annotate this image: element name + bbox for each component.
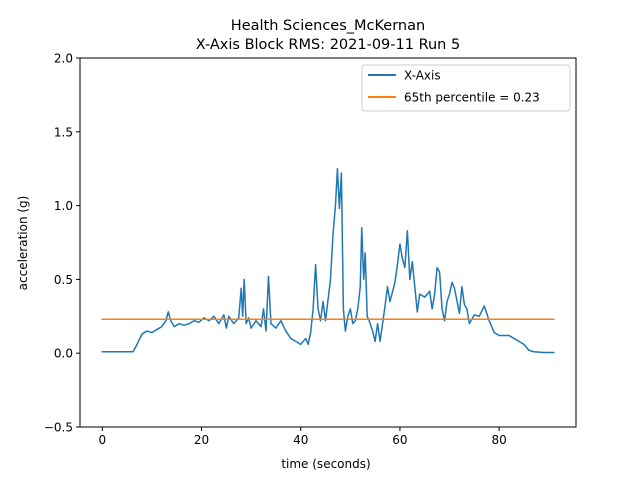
plot-frame [79,57,577,428]
y-tick-label: 2.0 [54,52,73,66]
legend-label-percentile: 65th percentile = 0.23 [404,91,540,105]
series-layer [101,167,555,354]
x-tick-label: 0 [98,433,106,447]
x-tick-label: 40 [293,433,308,447]
legend: X-Axis 65th percentile = 0.23 [361,64,571,112]
x-tick-label: 60 [392,433,407,447]
y-tick-label: 1.0 [54,199,73,213]
chart-title-line2: X-Axis Block RMS: 2021-09-11 Run 5 [196,37,460,53]
x-axis: 0 20 40 60 80 [98,427,507,447]
x-tick-label: 20 [194,433,209,447]
y-tick-label: 0.5 [54,273,73,287]
y-tick-label: 1.5 [54,125,73,139]
x-axis-label: time (seconds) [281,457,370,471]
legend-box [361,64,571,112]
y-tick-label: −0.5 [44,421,73,435]
y-axis-label: acceleration (g) [16,196,30,291]
plot-area [80,58,576,427]
y-tick-label: 0.0 [54,347,73,361]
x-tick-label: 80 [491,433,506,447]
plot-background [80,58,576,427]
y-axis: −0.5 0.0 0.5 1.0 1.5 2.0 [44,52,80,435]
legend-label-x-axis: X-Axis [404,69,441,83]
chart-title-line1: Health Sciences_McKernan [231,18,425,34]
